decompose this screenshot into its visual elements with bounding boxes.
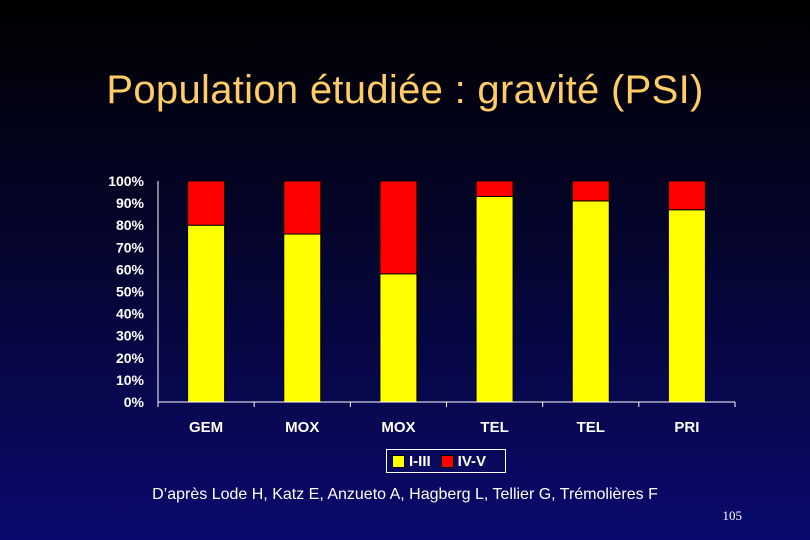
legend-swatch-i-iii	[392, 454, 405, 468]
bar-segment-i-iii	[379, 273, 418, 403]
bar-segment-i-iii	[475, 195, 514, 403]
y-tick-label: 100%	[108, 173, 144, 189]
y-tick-label: 30%	[116, 328, 145, 344]
bar-segment-i-iii	[283, 233, 322, 403]
source-citation: D’après Lode H, Katz E, Anzueto A, Hagbe…	[152, 486, 658, 503]
bar-segment-i-iii	[571, 200, 610, 403]
y-tick-label: 10%	[116, 372, 145, 388]
y-tick-label: 20%	[116, 350, 145, 366]
bar-segment-iv-v	[571, 180, 610, 202]
bar-segment-i-iii	[187, 224, 226, 403]
bar-segment-iv-v	[667, 180, 706, 211]
x-category-label: GEM	[189, 419, 223, 436]
legend-label-i-iii: I-III	[409, 452, 431, 470]
legend-item-i-iii: I-III	[392, 453, 431, 470]
bar-segment-iv-v	[379, 180, 418, 275]
x-category-label: TEL	[577, 419, 605, 436]
y-tick-label: 40%	[116, 306, 145, 322]
legend-label-iv-v: IV-V	[457, 452, 487, 470]
bar-segment-iv-v	[283, 180, 322, 235]
y-tick-label: 50%	[116, 284, 145, 300]
x-category-label: MOX	[381, 419, 415, 436]
bar-segment-i-iii	[667, 209, 706, 403]
x-category-label: TEL	[480, 419, 508, 436]
page-number: 105	[722, 508, 743, 523]
legend-item-iv-v: IV-V	[440, 452, 487, 470]
y-tick-label: 70%	[116, 239, 145, 255]
slide-title: Population étudiée : gravité (PSI)	[106, 68, 704, 112]
chart-legend: I-III IV-V	[386, 449, 506, 473]
y-tick-label: 90%	[116, 195, 145, 211]
y-tick-label: 80%	[116, 217, 145, 233]
y-tick-label: 60%	[116, 261, 145, 277]
bar-segment-iv-v	[475, 180, 514, 197]
legend-swatch-iv-v	[440, 454, 454, 468]
y-tick-label: 0%	[124, 394, 145, 410]
bar-segment-iv-v	[187, 180, 226, 226]
x-category-label: PRI	[674, 419, 699, 436]
x-category-label: MOX	[285, 419, 319, 436]
